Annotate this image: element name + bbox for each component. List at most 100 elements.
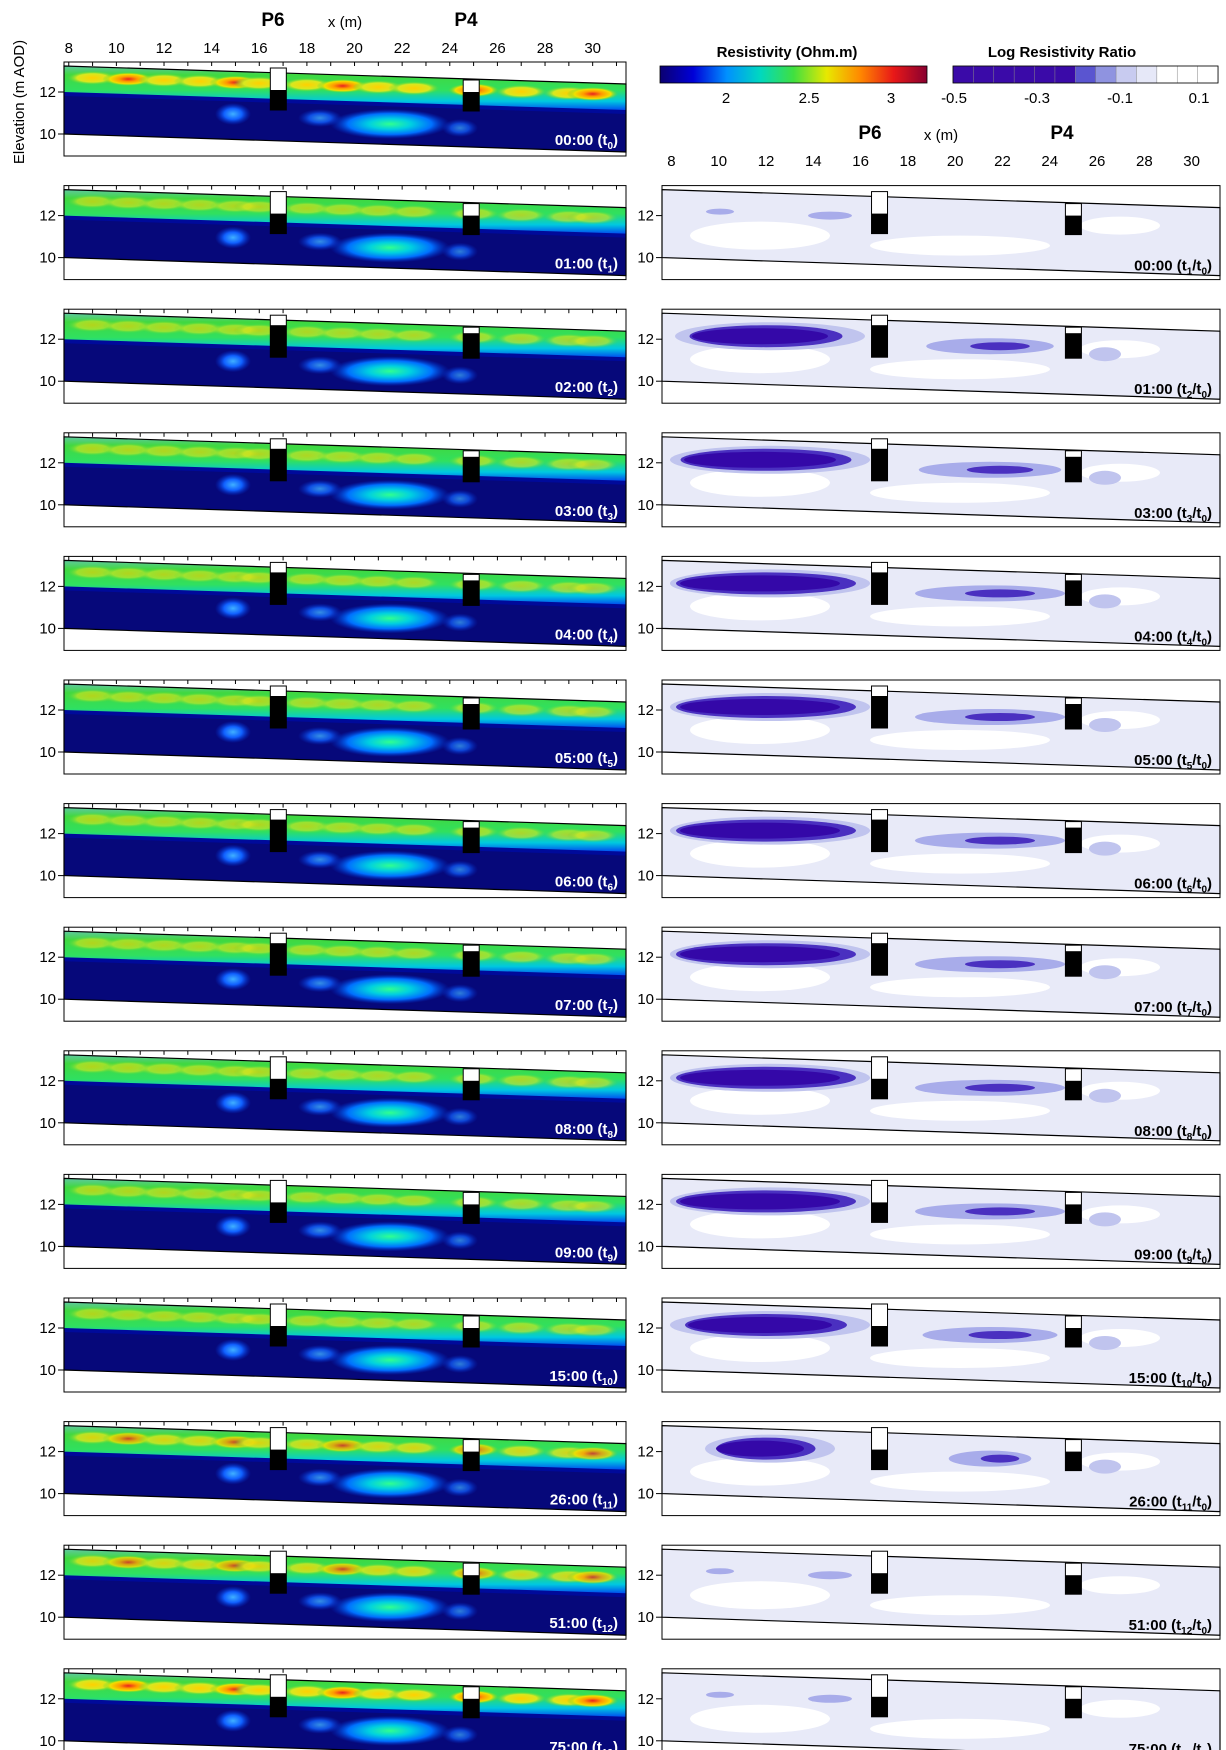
x-tick-label: 30 (1183, 153, 1200, 170)
resistivity-panel: 12 10 02:00 (t2) (39, 308, 627, 404)
borehole-p6-water (270, 696, 287, 728)
borehole-p6-water (871, 696, 888, 728)
ratio-panel: 12 10 06:00 (t6/t0) (637, 803, 1221, 899)
ratio-legend-title: Log Resistivity Ratio (988, 44, 1136, 61)
resistivity-panel: 12 10 26:00 (t11) (39, 1421, 627, 1517)
y-tick-label: 12 (637, 826, 654, 843)
y-tick-label: 10 (39, 1115, 56, 1132)
y-tick-label: 12 (637, 949, 654, 966)
ratio-time-label: 75:00 (t13/t0) (1129, 1741, 1212, 1750)
ratio-bin (973, 65, 995, 84)
borehole-p6-water (871, 819, 888, 852)
borehole-p6-water (270, 325, 287, 358)
resistivity-panel: 12 10 51:00 (t12) (39, 1544, 627, 1640)
borehole-p4-water (463, 1575, 480, 1595)
ratio-bin (1176, 65, 1199, 84)
borehole-p6-water (270, 90, 287, 110)
borehole-p4-water (463, 1204, 480, 1224)
x-tick-label: 24 (441, 40, 458, 57)
ratio-panel: 12 10 09:00 (t9/t0) (637, 1173, 1221, 1269)
y-tick-label: 10 (39, 373, 56, 390)
ratio-tick-neg0-5: -0.5 (941, 90, 967, 107)
borehole-p4-water (1065, 456, 1082, 482)
x-tick-label: 10 (710, 153, 727, 170)
borehole-p6-water (871, 1202, 888, 1223)
resistivity-panel: 12 10 07:00 (t7) (39, 926, 627, 1022)
resistivity-legend: Resistivity (Ohm.m) 2 2.5 3 (659, 44, 928, 107)
y-axis-title: Elevation (m AOD) (11, 40, 28, 164)
borehole-p6-water (871, 213, 888, 234)
resistivity-panel: 12 10 06:00 (t6) (39, 803, 627, 899)
borehole-p4-water (463, 333, 480, 359)
ratio-time-label: 07:00 (t7/t0) (1134, 999, 1212, 1019)
y-tick-label: 12 (39, 826, 56, 843)
y-tick-label: 10 (39, 991, 56, 1008)
borehole-p6-water (871, 325, 888, 358)
x-tick-label: 18 (299, 40, 316, 57)
y-tick-label: 10 (39, 868, 56, 885)
y-tick-label: 10 (637, 620, 654, 637)
time-label: 26:00 (t11) (550, 1492, 618, 1512)
borehole-p4-water (463, 215, 480, 235)
x-tick-label: 28 (1136, 153, 1153, 170)
x-tick-label: 20 (947, 153, 964, 170)
borehole-p4-water (463, 1451, 480, 1471)
borehole-p6-water (270, 943, 287, 976)
y-tick-label: 12 (637, 578, 654, 595)
ratio-tick-0-1: 0.1 (1189, 90, 1210, 107)
y-tick-label: 10 (637, 250, 654, 267)
ratio-bin (1136, 65, 1158, 84)
ratio-panels: 12 10 00:00 (t1/t0) 12 10 01:00 (t2/t0) 12 10 03… (637, 185, 1221, 1750)
time-label: 09:00 (t9) (555, 1244, 618, 1264)
y-tick-label: 10 (637, 373, 654, 390)
y-tick-label: 10 (39, 126, 56, 143)
y-tick-label: 10 (39, 744, 56, 761)
y-tick-label: 12 (39, 331, 56, 348)
left-top-axis: P6 x (m) P4 8 10 12 14 16 18 20 22 24 26 28 30 (65, 10, 601, 57)
ratio-panel: 12 10 00:00 (t1/t0) (637, 185, 1221, 281)
y-tick-label: 10 (637, 497, 654, 514)
resistivity-panel: 12 10 00:00 (t0) (39, 61, 627, 157)
ratio-time-label: 00:00 (t1/t0) (1134, 258, 1212, 278)
ratio-bin (1156, 65, 1178, 84)
resistivity-panel: 12 10 75:00 (t13) (39, 1668, 627, 1750)
time-label: 00:00 (t0) (555, 132, 618, 152)
y-tick-label: 10 (39, 1609, 56, 1626)
y-tick-label: 12 (39, 1691, 56, 1708)
borehole-p6-water (871, 1449, 888, 1470)
right-x-axis-unit-label: x (m) (924, 127, 958, 144)
y-tick-label: 12 (39, 455, 56, 472)
x-tick-label: 12 (156, 40, 173, 57)
y-tick-label: 12 (637, 1444, 654, 1461)
y-tick-label: 10 (39, 1238, 56, 1255)
x-tick-label: 22 (394, 40, 411, 57)
borehole-p4-water (1065, 827, 1082, 853)
ratio-time-label: 15:00 (t10/t0) (1129, 1370, 1212, 1390)
x-tick-label: 28 (537, 40, 554, 57)
borehole-p6-water (270, 448, 287, 481)
x-tick-label: 10 (108, 40, 125, 57)
borehole-p4-water (1065, 215, 1082, 235)
y-tick-label: 12 (637, 1567, 654, 1584)
ratio-time-label: 05:00 (t5/t0) (1134, 752, 1212, 772)
ratio-time-label: 04:00 (t4/t0) (1134, 628, 1212, 648)
y-tick-label: 12 (39, 1444, 56, 1461)
resistivity-colorbar (659, 65, 928, 84)
borehole-p4-water (1065, 1575, 1082, 1595)
y-tick-label: 12 (39, 84, 56, 101)
ratio-time-label: 03:00 (t3/t0) (1134, 505, 1212, 525)
ratio-panel: 12 10 15:00 (t10/t0) (637, 1297, 1221, 1393)
borehole-label-p6: P6 (261, 10, 284, 31)
y-tick-label: 10 (39, 1733, 56, 1750)
borehole-p4-water (1065, 333, 1082, 359)
borehole-p4-water (1065, 580, 1082, 606)
y-tick-label: 12 (39, 1196, 56, 1213)
ratio-panel: 12 10 75:00 (t13/t0) (637, 1668, 1221, 1750)
x-tick-label: 14 (203, 40, 220, 57)
time-label: 04:00 (t4) (555, 626, 618, 646)
y-tick-label: 10 (39, 497, 56, 514)
borehole-p4-water (463, 580, 480, 606)
y-tick-label: 12 (637, 1073, 654, 1090)
y-tick-label: 12 (637, 331, 654, 348)
borehole-p6-water (270, 1326, 287, 1346)
